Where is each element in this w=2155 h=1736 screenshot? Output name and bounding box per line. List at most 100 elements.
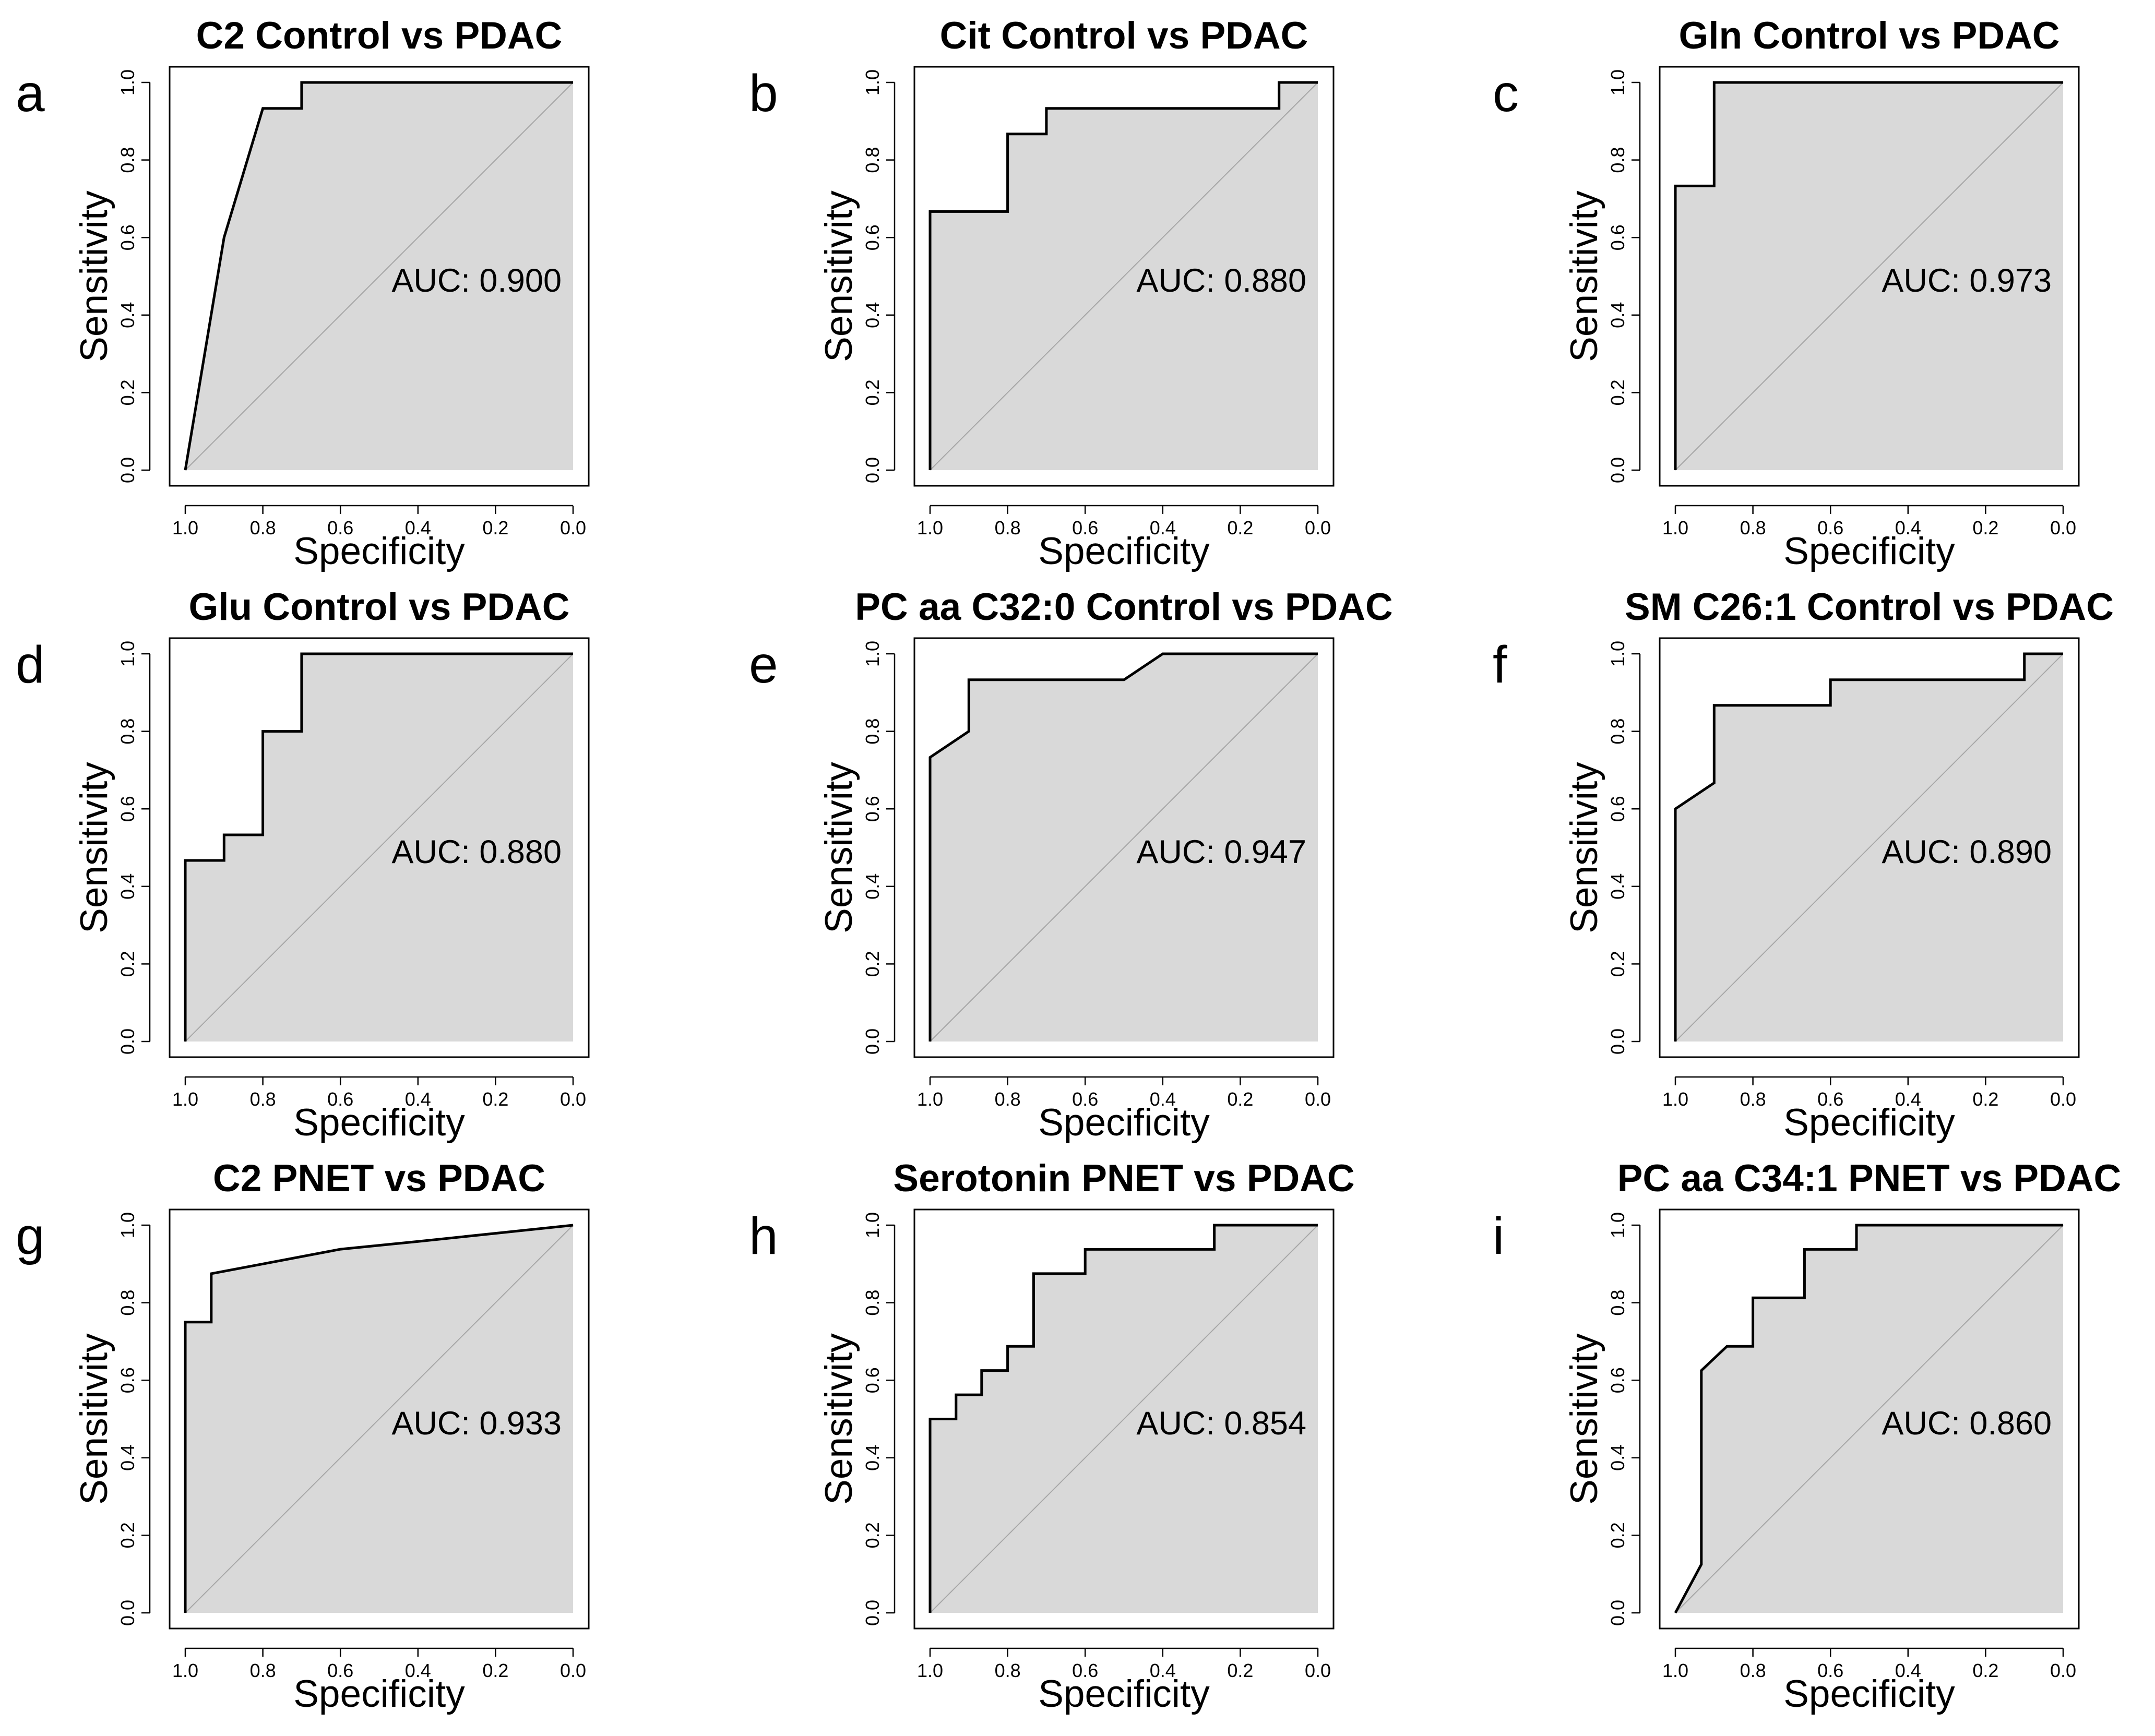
x-tick-label: 1.0	[1662, 1088, 1688, 1110]
panel-letter: a	[16, 64, 45, 123]
y-tick-label: 0.6	[1607, 1367, 1628, 1393]
plot-frame	[1659, 66, 2080, 487]
x-tick-label: 1.0	[917, 1088, 943, 1110]
roc-curve	[1674, 652, 2063, 1041]
x-tick-label: 0.4	[405, 1088, 431, 1110]
y-tick-label: 0.6	[862, 796, 883, 822]
x-tick-label: 0.6	[1817, 517, 1843, 538]
y-tick-label: 0.4	[862, 1445, 883, 1471]
roc-curve	[928, 81, 1318, 470]
plot-frame	[1659, 1208, 2080, 1630]
reference-diagonal	[185, 653, 574, 1042]
plot-frame	[1659, 637, 2080, 1058]
plot-frame	[169, 66, 590, 487]
y-axis-label: Sensitivity	[73, 190, 115, 362]
x-tick-label: 0.8	[1740, 1088, 1766, 1110]
x-tick-label: 0.6	[327, 1088, 353, 1110]
y-tick-label: 0.0	[1607, 1028, 1628, 1055]
reference-diagonal	[930, 653, 1318, 1042]
auc-label: AUC: 0.880	[391, 834, 562, 870]
y-tick-label: 0.0	[117, 1028, 138, 1055]
y-tick-label: 0.4	[862, 302, 883, 328]
chart-title: Gln Control vs PDAC	[1678, 15, 2059, 57]
x-tick-label: 0.8	[1740, 1660, 1766, 1681]
y-tick-label: 1.0	[862, 641, 883, 667]
x-tick-label: 0.8	[995, 1088, 1021, 1110]
roc-curve	[928, 1224, 1318, 1613]
roc-panel-g: g C2 PNET vs PDAC 0.0 0.2 0.4 0.6 0.8 1.0 Sensit…	[16, 1157, 590, 1715]
y-tick-label: 0.2	[862, 379, 883, 405]
y-tick-label: 0.0	[117, 457, 138, 483]
chart-title: Cit Control vs PDAC	[940, 15, 1308, 57]
x-axis-label: Specificity	[293, 1673, 465, 1715]
x-tick-label: 0.2	[1972, 1088, 1998, 1110]
x-tick-label: 0.4	[405, 1660, 431, 1681]
x-tick-label: 0.4	[1895, 1660, 1921, 1681]
y-tick-label: 1.0	[1607, 69, 1628, 95]
y-tick-label: 0.6	[1607, 796, 1628, 822]
x-tick-label: 0.0	[560, 1660, 586, 1681]
y-tick-label: 0.0	[862, 1600, 883, 1626]
y-tick-label: 0.8	[117, 1290, 138, 1316]
auc-label: AUC: 0.880	[1136, 262, 1306, 299]
reference-diagonal	[1675, 1225, 2064, 1613]
x-axis-label: Specificity	[1783, 1673, 1955, 1715]
reference-diagonal	[185, 1225, 574, 1613]
x-tick-label: 1.0	[1662, 517, 1688, 538]
x-tick-label: 0.0	[2050, 1660, 2076, 1681]
y-tick-label: 0.8	[862, 147, 883, 173]
x-tick-label: 0.6	[1072, 1660, 1098, 1681]
y-tick-label: 0.2	[117, 379, 138, 405]
x-tick-label: 1.0	[917, 517, 943, 538]
x-axis-label: Specificity	[1038, 1673, 1210, 1715]
reference-diagonal	[185, 82, 574, 471]
y-tick-label: 0.0	[1607, 1600, 1628, 1626]
roc-panel-h: h Serotonin PNET vs PDAC 0.0 0.2 0.4 0.6 0.8 1.…	[749, 1157, 1355, 1715]
x-tick-label: 1.0	[172, 1660, 198, 1681]
x-tick-label: 0.4	[1895, 1088, 1921, 1110]
x-tick-label: 0.6	[1072, 1088, 1098, 1110]
panel-letter: c	[1493, 64, 1519, 123]
x-axis-label: Specificity	[1783, 1102, 1955, 1144]
y-tick-label: 0.2	[117, 1522, 138, 1548]
x-tick-label: 0.6	[1817, 1660, 1843, 1681]
y-tick-label: 0.4	[862, 873, 883, 900]
y-tick-label: 0.4	[117, 302, 138, 328]
x-tick-label: 1.0	[172, 517, 198, 538]
y-tick-label: 0.2	[1607, 951, 1628, 977]
panel-letter: g	[16, 1207, 45, 1265]
auc-label: AUC: 0.973	[1882, 262, 2052, 299]
y-tick-label: 1.0	[117, 69, 138, 95]
reference-diagonal	[930, 82, 1318, 471]
y-tick-label: 1.0	[117, 1212, 138, 1238]
roc-curve	[184, 1224, 574, 1613]
y-tick-label: 0.2	[117, 951, 138, 977]
y-tick-label: 0.6	[1607, 224, 1628, 250]
y-tick-label: 0.6	[117, 796, 138, 822]
x-axis-label: Specificity	[1038, 530, 1210, 572]
y-axis-label: Sensitivity	[818, 762, 860, 933]
y-tick-label: 0.6	[117, 1367, 138, 1393]
x-tick-label: 0.0	[560, 1088, 586, 1110]
y-tick-label: 0.2	[1607, 1522, 1628, 1548]
roc-panel-f: f SM C26:1 Control vs PDAC 0.0 0.2 0.4 0.6 0.8…	[1493, 586, 2114, 1144]
x-tick-label: 0.0	[1305, 517, 1331, 538]
panel-letter: i	[1493, 1207, 1504, 1265]
x-tick-label: 1.0	[917, 1660, 943, 1681]
x-tick-label: 0.4	[1895, 517, 1921, 538]
y-tick-label: 0.8	[1607, 1290, 1628, 1316]
reference-diagonal	[1675, 82, 2064, 471]
chart-title: PC aa C32:0 Control vs PDAC	[855, 586, 1392, 628]
auc-label: AUC: 0.854	[1136, 1405, 1306, 1442]
x-tick-label: 0.0	[2050, 1088, 2076, 1110]
x-tick-label: 0.0	[560, 517, 586, 538]
roc-panel-a: a C2 Control vs PDAC 0.0 0.2 0.4 0.6 0.8 1.0 Sen…	[16, 15, 590, 572]
y-tick-label: 0.4	[1607, 873, 1628, 900]
y-tick-label: 0.0	[1607, 457, 1628, 483]
x-tick-label: 0.2	[482, 517, 508, 538]
y-tick-label: 0.8	[862, 1290, 883, 1316]
x-tick-label: 0.6	[327, 517, 353, 538]
y-axis-label: Sensitivity	[818, 190, 860, 362]
auc-label: AUC: 0.900	[391, 262, 562, 299]
y-tick-label: 0.8	[117, 719, 138, 745]
